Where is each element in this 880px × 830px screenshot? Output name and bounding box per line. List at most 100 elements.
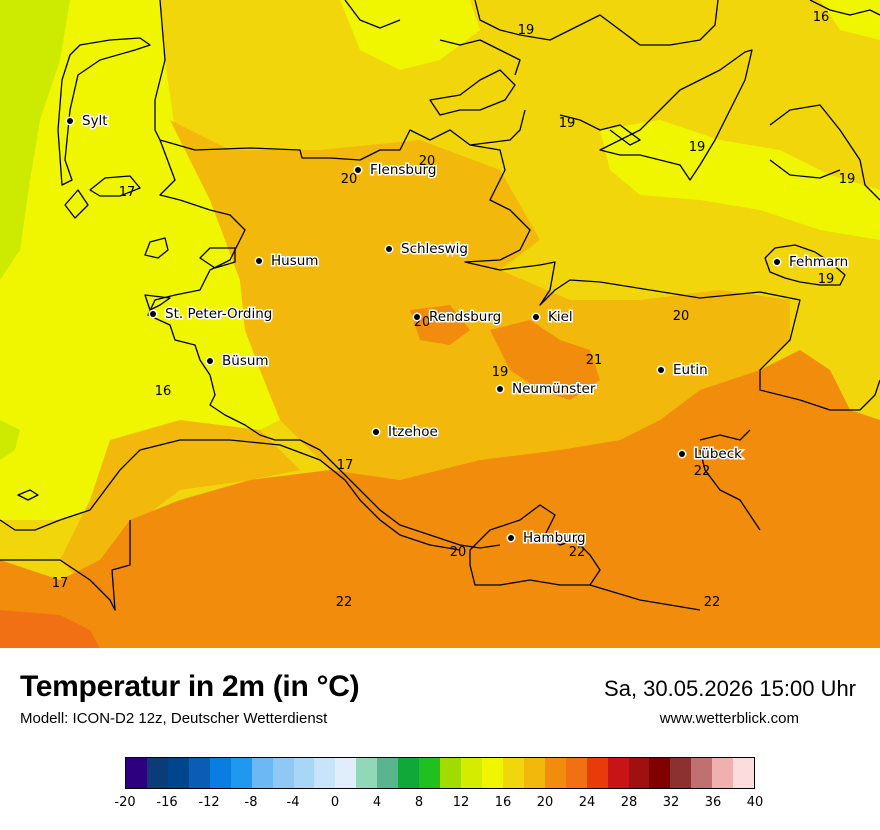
temperature-value-label: 19 xyxy=(689,140,706,155)
temperature-value-label: 17 xyxy=(119,185,136,200)
color-scale-tick: -4 xyxy=(286,795,300,810)
color-scale-cell xyxy=(461,758,482,788)
color-scale-cell xyxy=(272,758,294,788)
temperature-value-label: 20 xyxy=(419,154,436,169)
temperature-value-label: 16 xyxy=(155,384,172,399)
temperature-value-label: 19 xyxy=(559,116,576,131)
color-scale-cell xyxy=(586,758,608,788)
city-dot xyxy=(386,246,392,252)
color-scale-tick: 40 xyxy=(746,795,764,810)
temperature-value-label: 22 xyxy=(336,595,353,610)
temperature-value-label: 21 xyxy=(586,353,603,368)
temperature-value-label: 22 xyxy=(569,545,586,560)
temperature-value-label: 17 xyxy=(337,458,354,473)
city-dot xyxy=(355,167,361,173)
city-label: Büsum xyxy=(222,353,269,369)
city-marker-st-peter-ording: St. Peter-Ording xyxy=(148,305,274,324)
city-dot xyxy=(679,451,685,457)
city-marker-rendsburg: Rendsburg xyxy=(412,308,503,327)
color-scale-tick: -12 xyxy=(198,795,220,810)
color-scale-tick: -20 xyxy=(114,795,136,810)
color-scale-cell xyxy=(335,758,357,788)
temp-field-north-1 xyxy=(600,120,880,240)
color-scale-cell xyxy=(293,758,315,788)
color-scale-tick: 16 xyxy=(494,795,512,810)
temp-field-north-3 xyxy=(820,0,880,40)
temp-field-patch-21b xyxy=(410,305,470,345)
city-dot xyxy=(508,535,514,541)
temp-field-north-2 xyxy=(340,0,480,70)
color-scale-cell xyxy=(440,758,461,788)
color-scale-tick: -8 xyxy=(244,795,258,810)
color-scale-cell xyxy=(146,758,168,788)
color-scale-tick: -16 xyxy=(156,795,178,810)
city-dot xyxy=(533,314,539,320)
color-scale-tick: 0 xyxy=(330,795,340,810)
temperature-value-label: 19 xyxy=(518,23,535,38)
color-scale-cell xyxy=(419,758,441,788)
city-dot xyxy=(414,314,420,320)
temperature-value-label: 19 xyxy=(839,172,856,187)
color-scale-cell xyxy=(251,758,273,788)
color-scale-bar xyxy=(125,757,755,789)
city-dot xyxy=(373,429,379,435)
city-dot xyxy=(150,311,156,317)
city-marker-hamburg: Hamburg xyxy=(506,529,587,548)
temperature-value-label: 16 xyxy=(813,10,830,25)
temperature-value-label: 17 xyxy=(52,576,69,591)
color-scale-cell xyxy=(188,758,210,788)
city-dot xyxy=(774,259,780,265)
city-label: Flensburg xyxy=(370,162,436,178)
city-dot xyxy=(658,367,664,373)
color-scale-tick: 24 xyxy=(578,795,596,810)
city-label: Fehmarn xyxy=(789,254,848,270)
temp-field-south-22 xyxy=(0,350,880,648)
city-dot xyxy=(207,358,213,364)
color-scale-cell xyxy=(544,758,566,788)
color-scale-cell xyxy=(481,758,503,788)
color-scale-cell xyxy=(398,758,420,788)
temp-field-west xyxy=(0,0,280,520)
city-label: Sylt xyxy=(82,113,108,129)
city-dot xyxy=(497,386,503,392)
temperature-value-label: 20 xyxy=(450,545,467,560)
city-dot xyxy=(67,118,73,124)
city-marker-neum-nster: Neumünster xyxy=(495,380,597,399)
temperature-value-label: 22 xyxy=(694,464,711,479)
city-label: St. Peter-Ording xyxy=(165,306,272,322)
color-scale-cell xyxy=(230,758,252,788)
city-marker-husum: Husum xyxy=(254,252,320,271)
city-label: Itzehoe xyxy=(388,424,438,440)
temperature-value-label: 22 xyxy=(704,595,721,610)
color-scale-cell xyxy=(126,758,147,788)
color-scale-cell xyxy=(377,758,399,788)
color-scale-cell xyxy=(607,758,629,788)
temperature-value-label: 19 xyxy=(818,272,835,287)
temperature-value-label: 20 xyxy=(673,309,690,324)
color-scale-tick: 32 xyxy=(662,795,680,810)
city-dot xyxy=(256,258,262,264)
color-scale-tick: 20 xyxy=(536,795,554,810)
color-scale-cell xyxy=(356,758,378,788)
city-markers: Sylt Flensburg Schleswig Husum St. Peter-Ord… xyxy=(65,112,850,548)
color-scale-cell xyxy=(314,758,336,788)
city-label: Rendsburg xyxy=(429,309,501,325)
temp-field-south-24 xyxy=(0,610,100,648)
map-title: Temperatur in 2m (in °C) xyxy=(20,670,360,703)
color-scale-tick: 12 xyxy=(452,795,470,810)
color-scale-cell xyxy=(628,758,650,788)
map-footer: Temperatur in 2m (in °C) Modell: ICON-D2… xyxy=(0,648,880,830)
city-marker-flensburg: Flensburg xyxy=(353,161,438,180)
temp-field-sea-west-2 xyxy=(0,420,20,460)
model-source: Modell: ICON-D2 12z, Deutscher Wetterdie… xyxy=(20,710,328,727)
city-marker-itzehoe: Itzehoe xyxy=(371,423,439,442)
website-link[interactable]: www.wetterblick.com xyxy=(659,710,799,727)
city-label: Schleswig xyxy=(401,241,468,257)
color-scale-cell xyxy=(167,758,189,788)
temp-field-inland-20 xyxy=(170,120,790,480)
city-label: Husum xyxy=(271,253,318,269)
color-scale-cell xyxy=(209,758,231,788)
color-scale-tick: 8 xyxy=(414,795,424,810)
city-label: Hamburg xyxy=(523,530,586,546)
